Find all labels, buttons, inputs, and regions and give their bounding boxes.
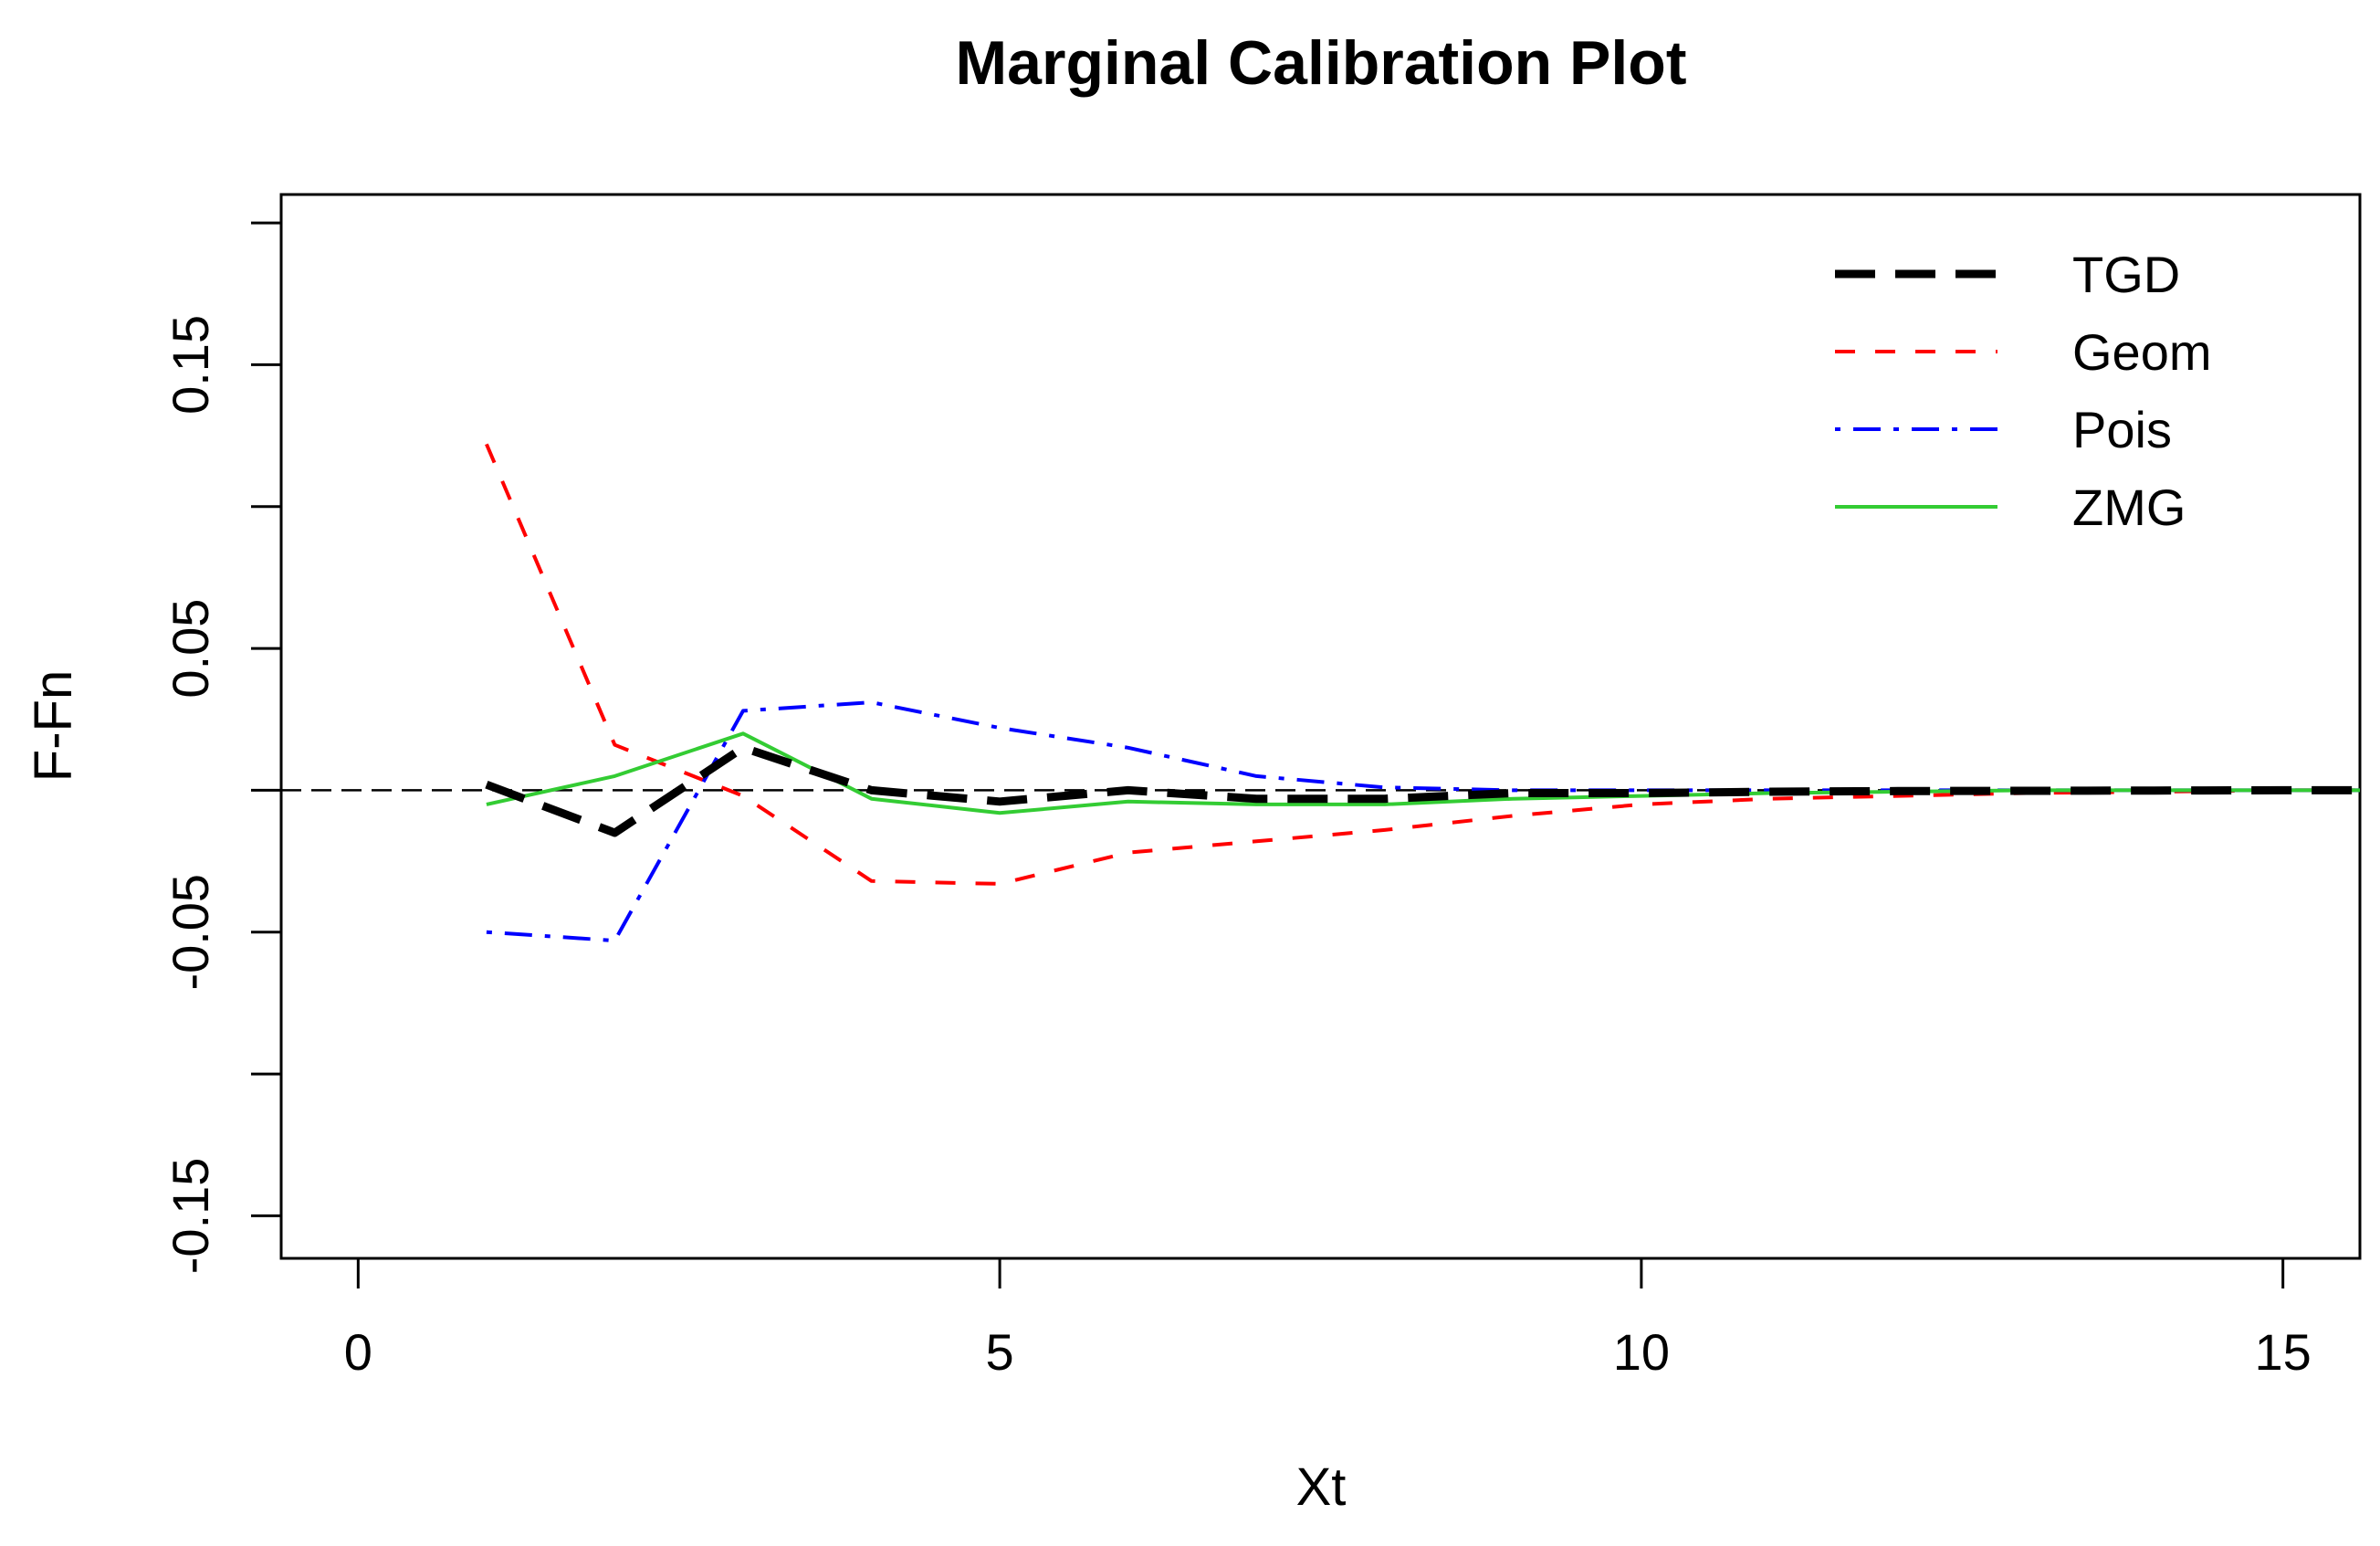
y-axis-title: F-Fn bbox=[24, 670, 83, 782]
legend-label-geom: Geom bbox=[2072, 323, 2212, 381]
legend-label-zmg: ZMG bbox=[2072, 479, 2186, 536]
data-point bbox=[743, 747, 744, 748]
data-point bbox=[1256, 775, 1257, 776]
data-point bbox=[1513, 798, 1514, 799]
data-point bbox=[614, 833, 615, 834]
y-tick-label: -0.15 bbox=[162, 1158, 219, 1275]
data-point bbox=[743, 710, 744, 711]
series-layer bbox=[485, 443, 2380, 943]
x-axis: 0 5 10 15 bbox=[344, 1258, 2312, 1381]
series-line-zmg bbox=[486, 731, 2360, 815]
x-tick-label: 15 bbox=[2255, 1323, 2312, 1381]
y-axis: -0.15 -0.05 0.05 0.15 bbox=[162, 221, 281, 1275]
data-point bbox=[743, 733, 744, 734]
legend-label-tgd: TGD bbox=[2072, 246, 2180, 303]
x-axis-title: Xt bbox=[1296, 1457, 1347, 1517]
data-point bbox=[486, 804, 487, 805]
y-tick-label: 0.15 bbox=[162, 315, 219, 415]
data-point bbox=[1769, 791, 1770, 792]
data-point bbox=[871, 702, 872, 703]
data-point bbox=[1769, 798, 1770, 799]
data-point bbox=[1898, 791, 1899, 792]
data-point bbox=[486, 931, 487, 932]
data-point bbox=[1384, 787, 1385, 788]
data-point bbox=[871, 790, 872, 791]
data-point bbox=[1127, 747, 1128, 748]
data-point bbox=[1384, 829, 1385, 830]
data-point bbox=[1127, 801, 1128, 802]
legend-label-pois: Pois bbox=[2072, 401, 2172, 458]
data-point bbox=[2026, 791, 2027, 792]
data-point bbox=[486, 784, 487, 785]
y-tick-label: 0.05 bbox=[162, 599, 219, 699]
y-tick-label: -0.05 bbox=[162, 874, 219, 991]
legend: TGD Geom Pois ZMG bbox=[1835, 246, 2212, 536]
data-point bbox=[1000, 883, 1001, 884]
series-points-pois bbox=[486, 702, 2380, 941]
x-tick-label: 0 bbox=[344, 1323, 372, 1381]
series-line-tgd bbox=[485, 743, 2360, 837]
series-line-geom bbox=[485, 443, 2360, 886]
data-point bbox=[1000, 813, 1001, 814]
data-point bbox=[1256, 841, 1257, 842]
x-tick-label: 5 bbox=[986, 1323, 1014, 1381]
data-point bbox=[1384, 804, 1385, 805]
data-point bbox=[1384, 798, 1385, 799]
data-point bbox=[1127, 790, 1128, 791]
data-point bbox=[1513, 815, 1514, 816]
data-point bbox=[743, 795, 744, 796]
x-tick-label: 10 bbox=[1613, 1323, 1670, 1381]
data-point bbox=[871, 880, 872, 881]
data-point bbox=[1000, 801, 1001, 802]
data-point bbox=[486, 444, 487, 445]
chart-title: Marginal Calibration Plot bbox=[956, 28, 1687, 98]
data-point bbox=[614, 744, 615, 745]
data-point bbox=[1000, 728, 1001, 729]
series-line-pois bbox=[486, 700, 2360, 943]
data-point bbox=[1898, 795, 1899, 796]
data-point bbox=[614, 775, 615, 776]
data-point bbox=[1256, 804, 1257, 805]
data-point bbox=[871, 798, 872, 799]
plot-frame bbox=[279, 193, 2362, 1260]
data-point bbox=[2282, 790, 2283, 791]
data-point bbox=[1513, 790, 1514, 791]
data-point bbox=[1256, 798, 1257, 799]
data-point bbox=[1127, 852, 1128, 853]
data-point bbox=[1513, 793, 1514, 794]
